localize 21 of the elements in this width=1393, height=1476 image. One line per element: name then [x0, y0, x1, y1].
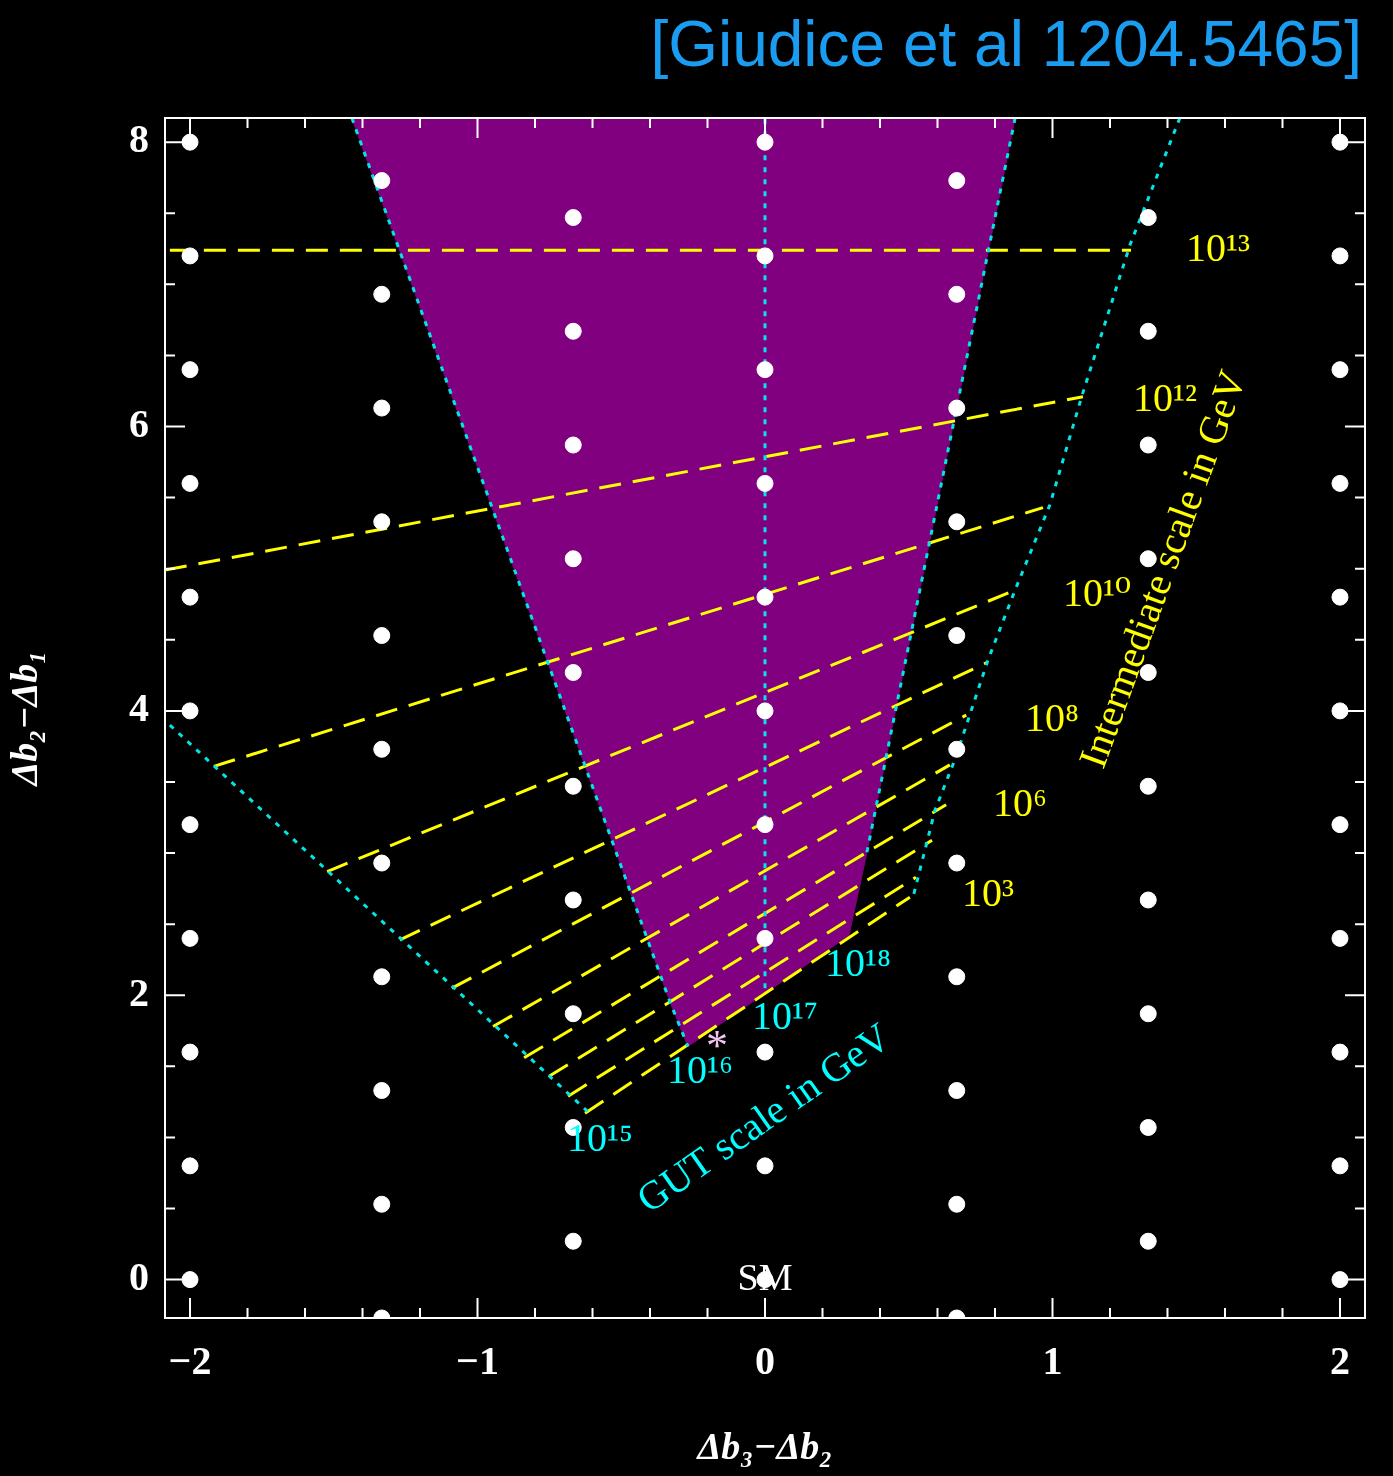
annotation: 10¹³ [1186, 224, 1250, 270]
annotation: 10¹² [1133, 374, 1197, 420]
y-tick-label: 2 [129, 969, 149, 1015]
y-tick-label: 8 [129, 116, 149, 162]
y-tick-label: 0 [129, 1253, 149, 1299]
x-tick-label: 0 [755, 1338, 775, 1384]
x-axis-title: Δb₃−Δb₂ [695, 1425, 833, 1468]
y-tick-label: 4 [129, 685, 149, 731]
annotation: 10¹⁸ [825, 939, 891, 985]
y-axis-title: Δb₂−Δb₁ [2, 650, 45, 788]
y-tick-label: 6 [129, 400, 149, 446]
x-tick-label: 1 [1042, 1338, 1063, 1384]
annotation: 10¹⁷ [752, 992, 818, 1038]
x-tick-label: 2 [1329, 1338, 1350, 1384]
annotation: 10⁸ [1025, 694, 1079, 740]
annotation: 10⁶ [993, 779, 1047, 825]
x-tick-label: −1 [456, 1338, 499, 1384]
annotation: 10¹⁵ [567, 1114, 633, 1160]
annotation: 10³ [962, 869, 1014, 915]
chart-title: [Giudice et al 1204.5465] [650, 7, 1362, 80]
x-tick-label: −2 [168, 1338, 212, 1384]
